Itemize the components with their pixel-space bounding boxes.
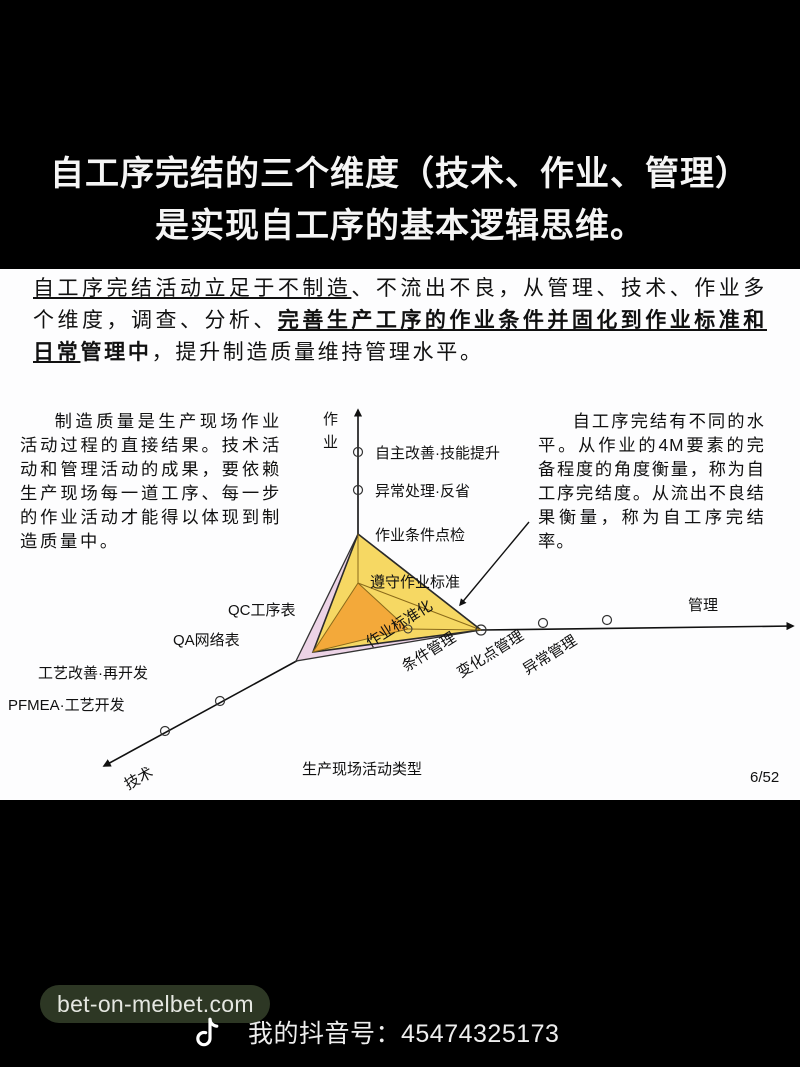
svg-text:异常处理·反省: 异常处理·反省 xyxy=(375,483,470,500)
svg-text:自主改善·技能提升: 自主改善·技能提升 xyxy=(375,445,500,462)
svg-text:生产现场活动类型: 生产现场活动类型 xyxy=(302,761,422,778)
svg-text:QC工序表: QC工序表 xyxy=(228,602,296,619)
svg-text:管理: 管理 xyxy=(688,597,718,614)
svg-text:变化点管理: 变化点管理 xyxy=(454,627,527,681)
svg-text:异常管理: 异常管理 xyxy=(520,632,580,678)
svg-text:作业: 作业 xyxy=(323,411,338,451)
svg-text:遵守作业标准: 遵守作业标准 xyxy=(370,573,460,591)
svg-text:技术: 技术 xyxy=(122,764,156,793)
svg-text:PFMEA·工艺开发: PFMEA·工艺开发 xyxy=(8,697,125,714)
svg-text:作业条件点检: 作业条件点检 xyxy=(375,527,465,544)
svg-text:6/52: 6/52 xyxy=(750,769,779,786)
svg-text:工艺改善·再开发: 工艺改善·再开发 xyxy=(38,665,148,682)
svg-text:QA网络表: QA网络表 xyxy=(173,632,240,649)
